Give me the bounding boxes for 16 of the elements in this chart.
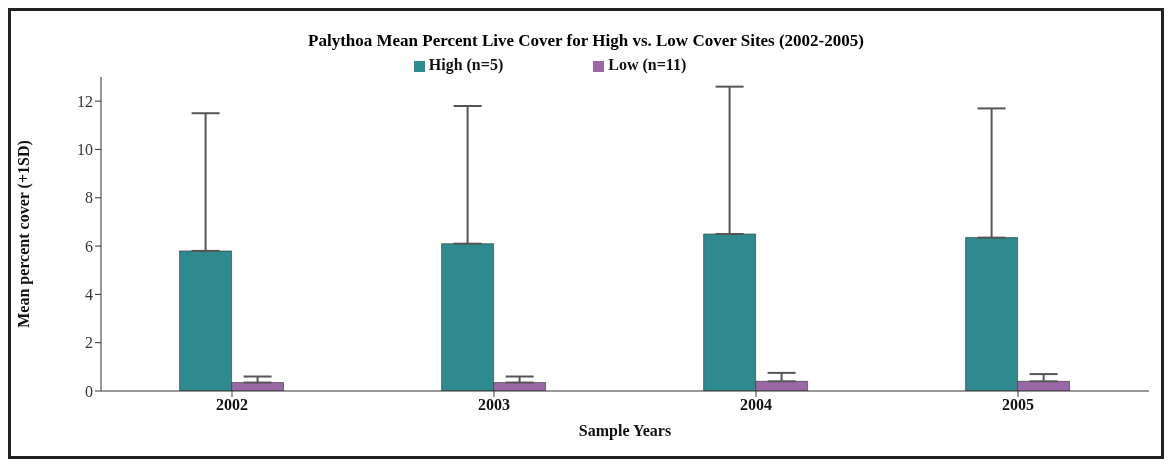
x-tick-label: 2002 <box>216 396 248 414</box>
x-axis-title: Sample Years <box>578 422 672 440</box>
legend-label: Low (n=11) <box>608 56 687 73</box>
y-tick-label: 0 <box>85 382 93 400</box>
x-tick-label: 2003 <box>478 396 510 414</box>
y-tick-label: 8 <box>85 189 93 207</box>
y-tick-label: 4 <box>85 286 93 304</box>
y-tick-label: 2 <box>85 334 93 352</box>
x-tick-label: 2004 <box>740 396 772 414</box>
y-tick-label: 10 <box>77 141 93 159</box>
chart-title: Palythoa Mean Percent Live Cover for High vs. Low Cover Sites (2002-2005) <box>307 31 865 51</box>
y-tick-label: 6 <box>85 237 93 255</box>
legend-label: High (n=5) <box>428 56 504 73</box>
y-axis-title: Mean percent cover (+1SD) <box>14 140 33 328</box>
y-tick-label: 12 <box>77 92 93 110</box>
x-tick-label: 2005 <box>1002 396 1034 414</box>
